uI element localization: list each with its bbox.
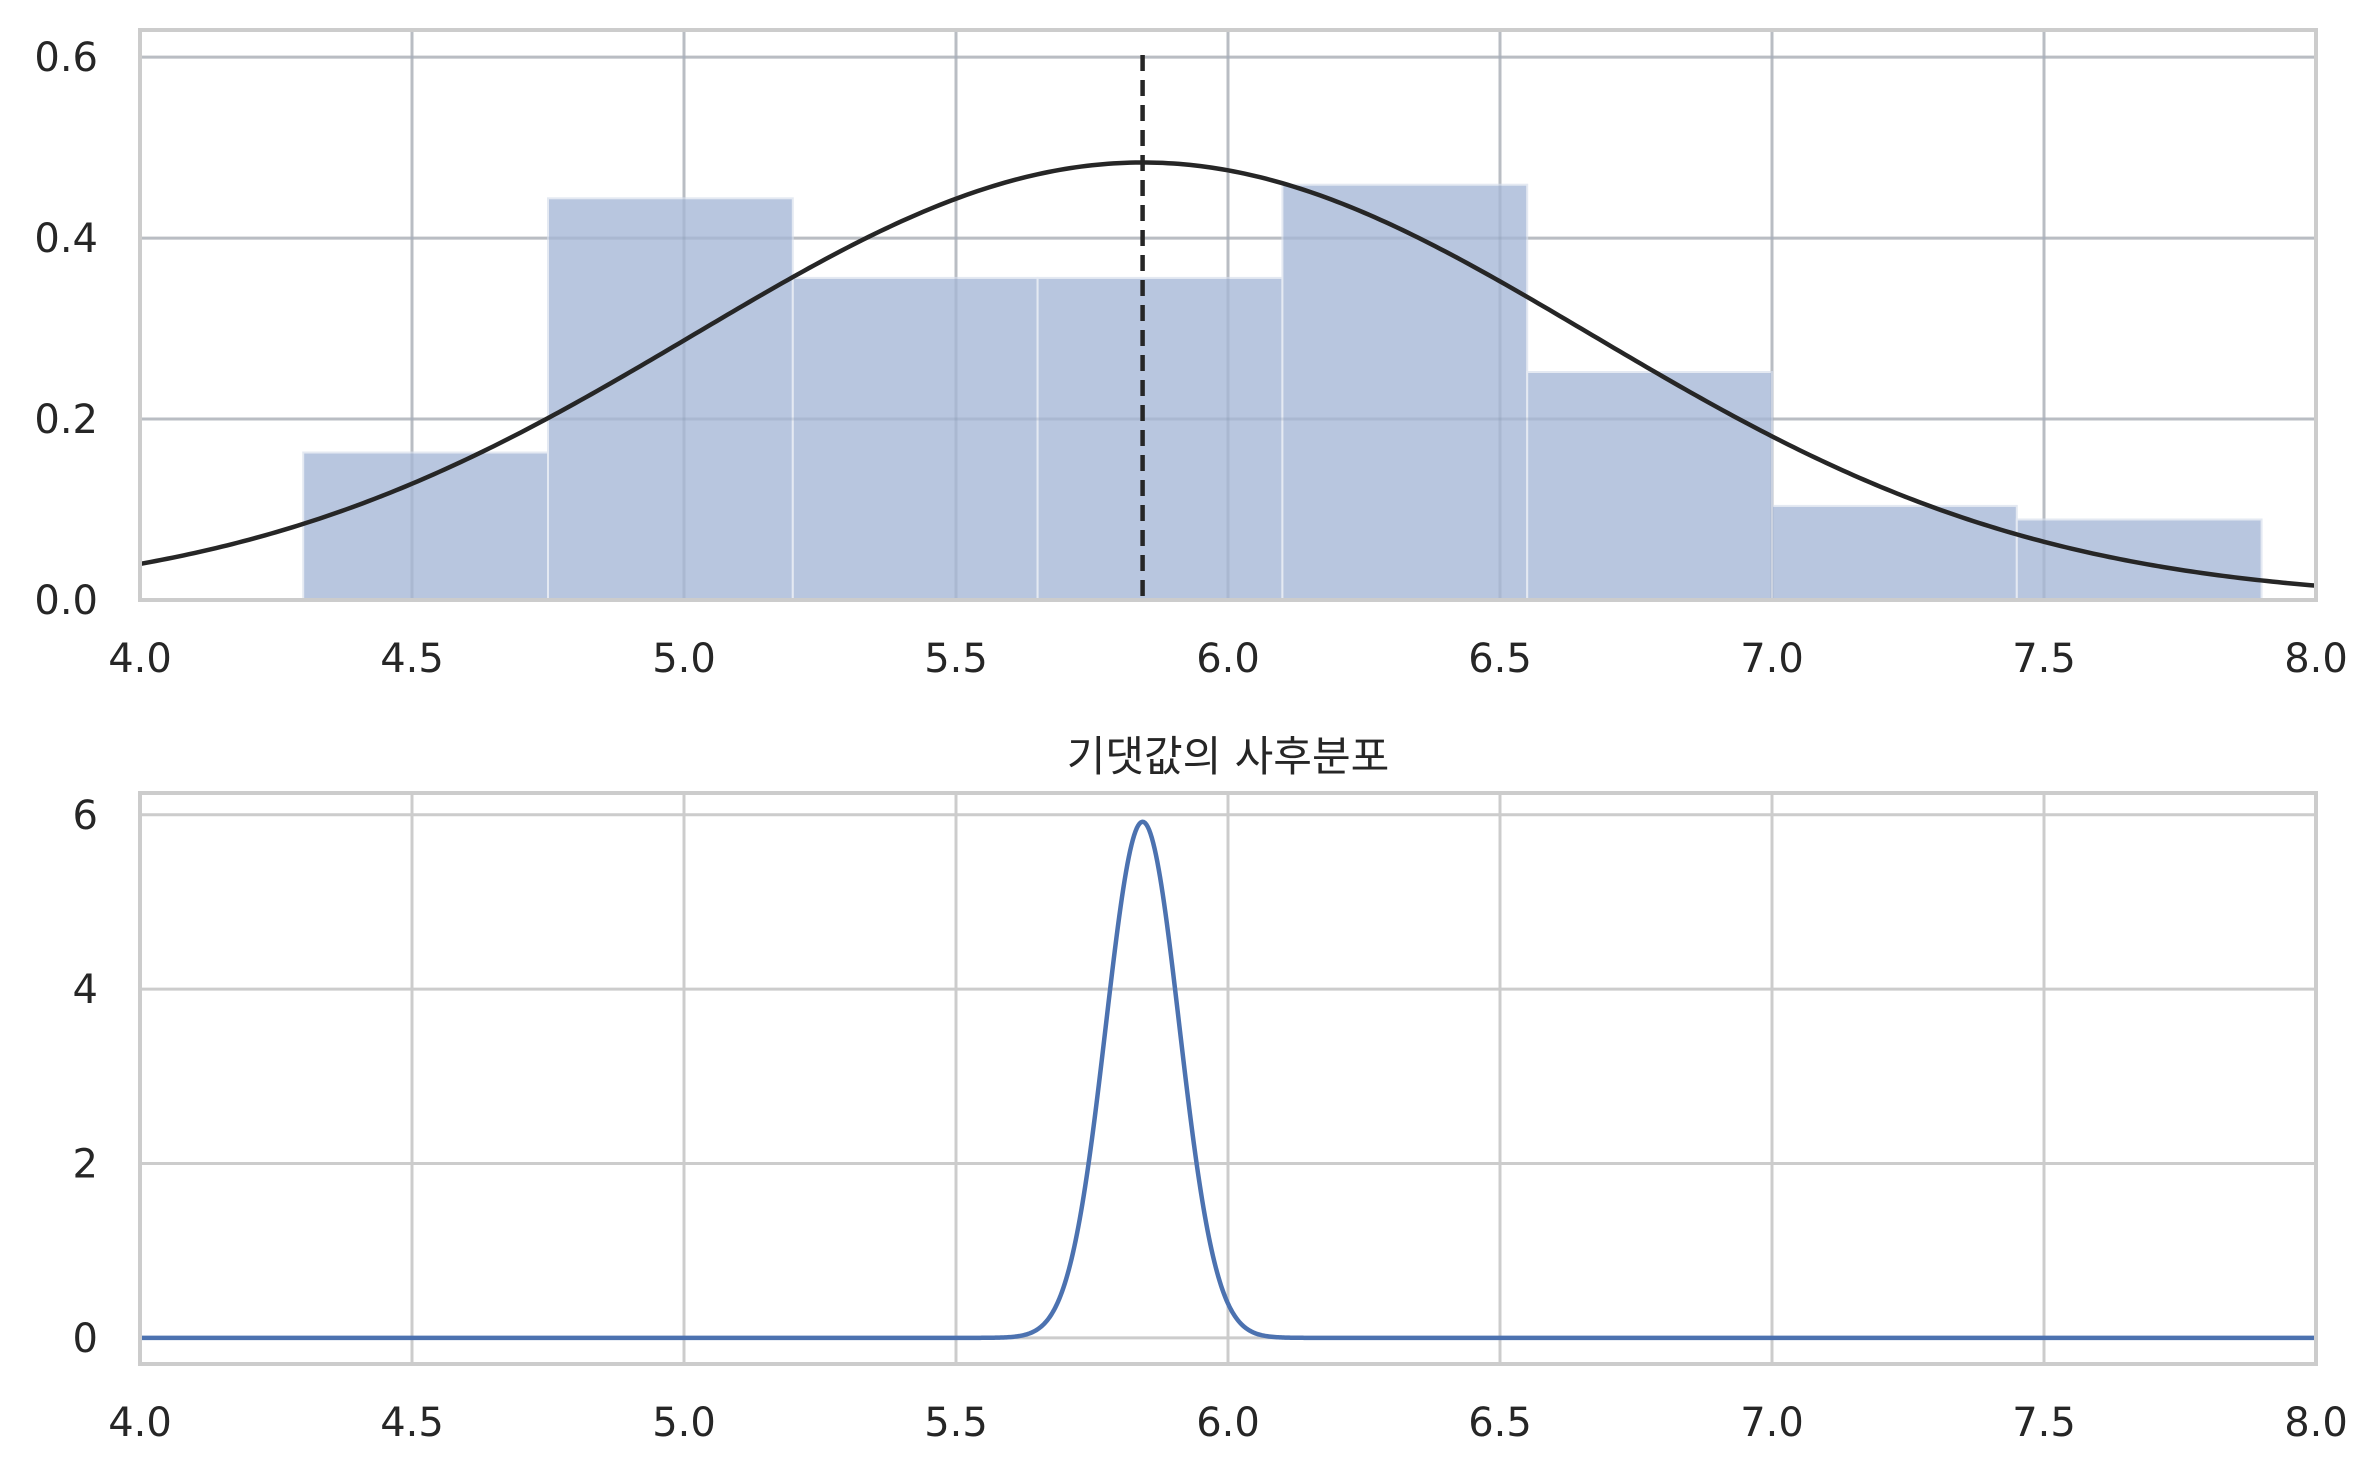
top-axes-frame: [138, 28, 2318, 602]
x-tick-label: 6.0: [1196, 636, 1260, 682]
x-tick-label: 6.5: [1468, 1400, 1532, 1446]
histogram-panel: 4.0 4.5 5.0 5.5 6.0 6.5 7.0 7.5 8.0 0.0 0.2 0.4 0.6: [34, 28, 2348, 682]
x-tick-label: 7.5: [2012, 1400, 2076, 1446]
histogram-bar: [791, 276, 1039, 601]
x-tick-label: 7.5: [2012, 636, 2076, 682]
x-tick-label: 8.0: [2284, 636, 2348, 682]
histogram-bar: [1526, 371, 1773, 601]
y-tick-label: 4: [73, 967, 98, 1013]
x-tick-label: 8.0: [2284, 1400, 2348, 1446]
x-tick-label: 4.5: [380, 636, 444, 682]
y-tick-label: 2: [73, 1141, 98, 1187]
x-tick-label: 5.5: [924, 1400, 988, 1446]
x-tick-label: 7.0: [1740, 1400, 1804, 1446]
x-tick-label: 5.0: [652, 636, 716, 682]
histogram-bar: [1771, 504, 2018, 601]
chart-title: 기댓값의 사후분포: [1067, 732, 1389, 781]
x-tick-label: 6.5: [1468, 636, 1532, 682]
bottom-grid: [138, 793, 2318, 1364]
bottom-axes-frame: [138, 791, 2318, 1366]
posterior-density-curve: [140, 819, 2316, 1341]
x-tick-label: 4.5: [380, 1400, 444, 1446]
normal-density-curve: [139, 160, 2317, 588]
y-tick-label: 0.2: [34, 397, 98, 443]
y-tick-label: 0.4: [34, 216, 98, 262]
x-tick-label: 5.5: [924, 636, 988, 682]
histogram-bar: [547, 197, 794, 602]
bottom-x-tick-labels: 4.0 4.5 5.0 5.5 6.0 6.5 7.0 7.5 8.0: [108, 1400, 2348, 1446]
x-tick-label: 5.0: [652, 1400, 716, 1446]
x-tick-label: 4.0: [108, 1400, 172, 1446]
y-tick-label: 0.6: [34, 35, 98, 81]
histogram-bar: [2015, 518, 2263, 602]
y-tick-label: 6: [73, 793, 98, 839]
posterior-panel: 기댓값의 사후분포 4.0 4.5 5.0 5.5 6.0 6.5 7.0 7.5 8.0 0 2…: [73, 732, 2348, 1446]
bottom-y-tick-labels: 0 2 4 6: [73, 793, 98, 1362]
top-x-tick-labels: 4.0 4.5 5.0 5.5 6.0 6.5 7.0 7.5 8.0: [108, 636, 2348, 682]
histogram-bar: [302, 451, 550, 601]
y-tick-label: 0.0: [34, 578, 98, 624]
x-tick-label: 6.0: [1196, 1400, 1260, 1446]
histogram-bar: [1281, 183, 1529, 601]
x-tick-label: 7.0: [1740, 636, 1804, 682]
histogram-bars: [138, 30, 2318, 602]
y-tick-label: 0: [73, 1316, 98, 1362]
x-tick-label: 4.0: [108, 636, 172, 682]
histogram-bar: [1036, 276, 1284, 601]
top-y-tick-labels: 0.0 0.2 0.4 0.6: [34, 35, 98, 624]
